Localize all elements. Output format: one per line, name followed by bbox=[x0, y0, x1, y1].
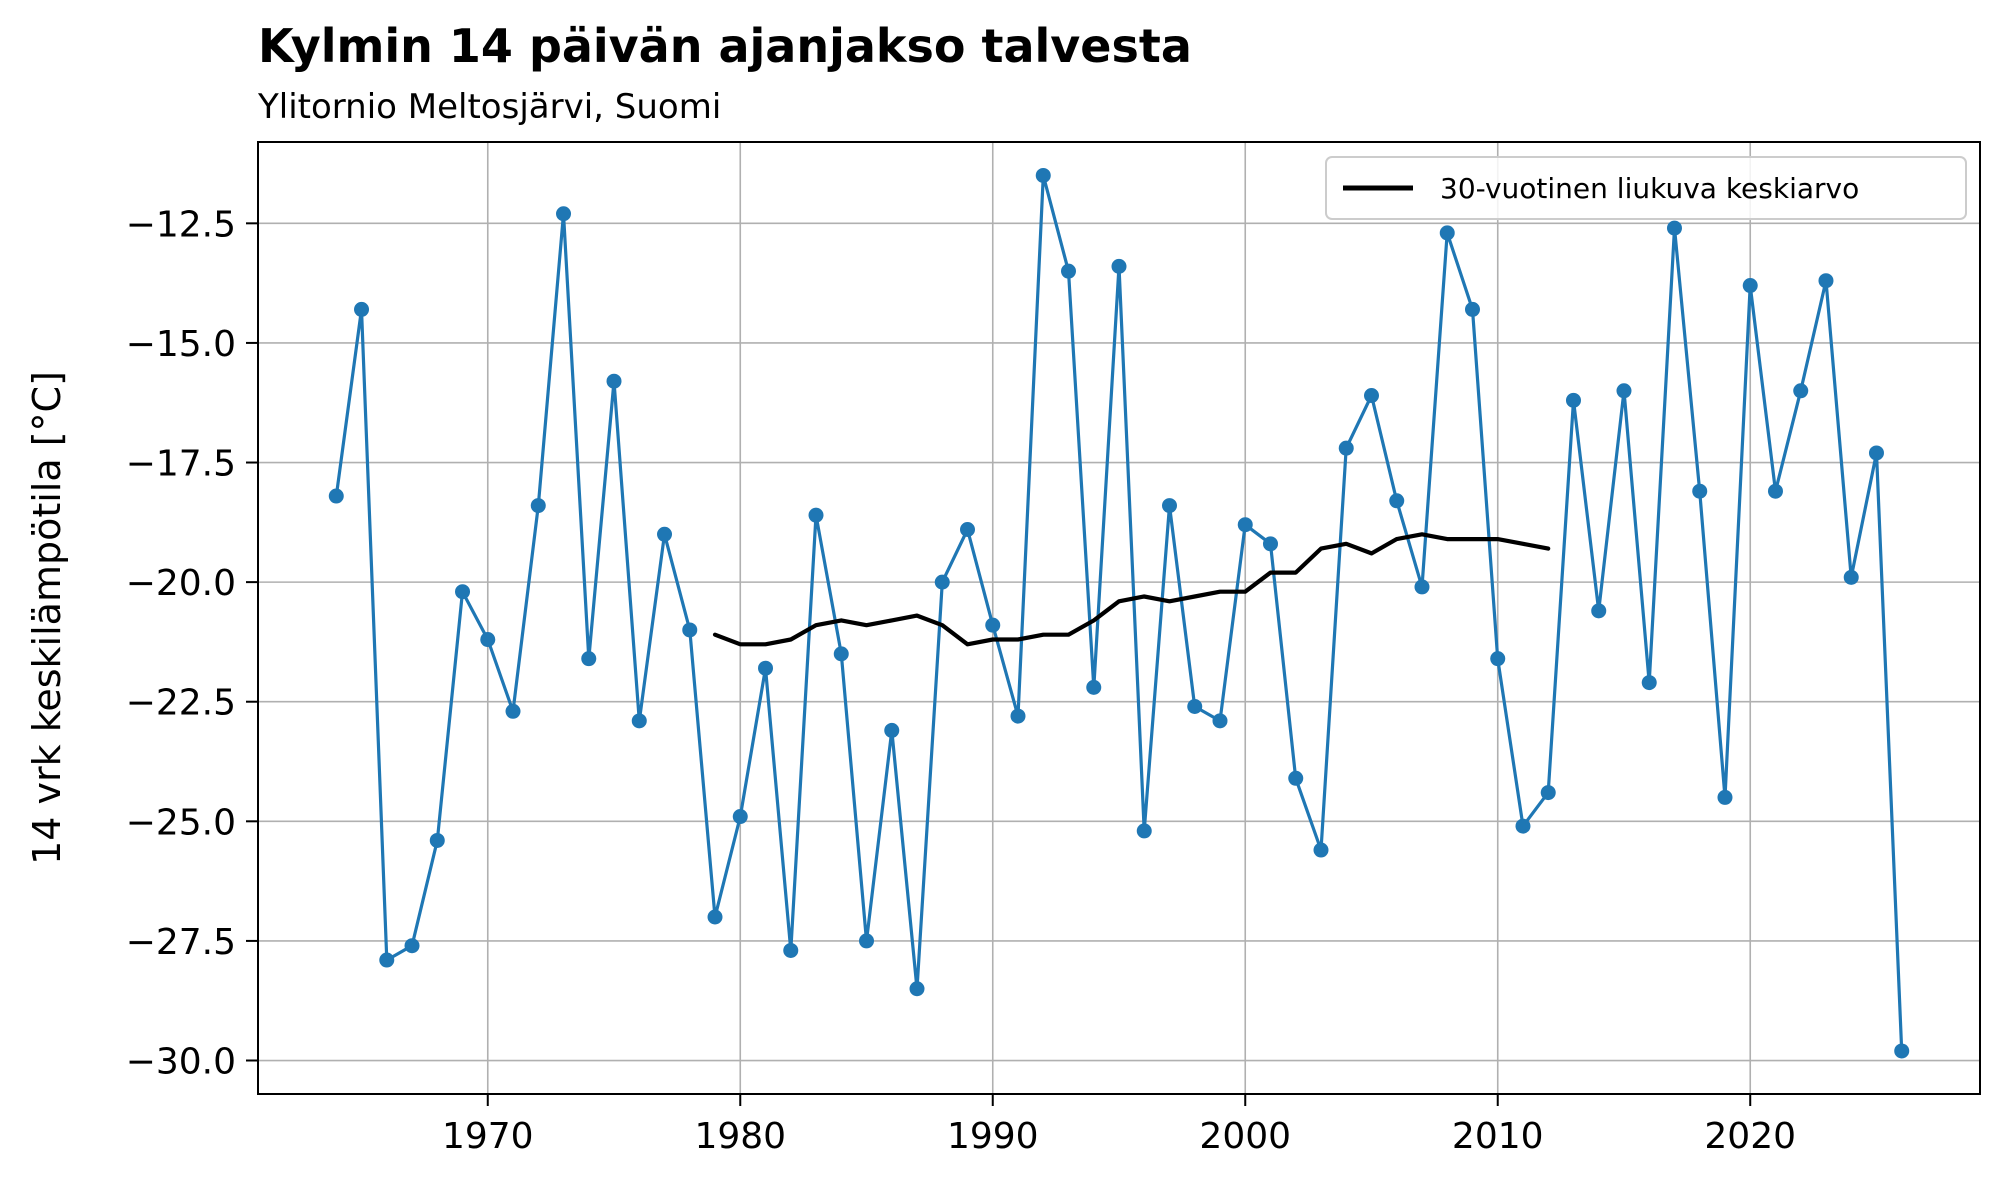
y-tick-label: −20.0 bbox=[126, 563, 236, 604]
data-point bbox=[1464, 301, 1480, 317]
data-point bbox=[429, 832, 445, 848]
x-tick-label: 2020 bbox=[1704, 1116, 1796, 1157]
plot-frame bbox=[257, 141, 1981, 1095]
data-point bbox=[758, 660, 774, 676]
data-point bbox=[833, 646, 849, 662]
series-layer bbox=[328, 167, 1910, 1059]
data-point bbox=[732, 809, 748, 825]
y-tick-label: −25.0 bbox=[126, 802, 236, 843]
x-tick-label: 2000 bbox=[1199, 1116, 1291, 1157]
data-point bbox=[682, 622, 698, 638]
data-point bbox=[1490, 651, 1506, 667]
data-point bbox=[1666, 220, 1682, 236]
data-point bbox=[1363, 388, 1379, 404]
data-point bbox=[1717, 789, 1733, 805]
data-point bbox=[556, 206, 572, 222]
data-point bbox=[354, 301, 370, 317]
data-point bbox=[909, 981, 925, 997]
data-point bbox=[1414, 579, 1430, 595]
data-point bbox=[1061, 263, 1077, 279]
data-point bbox=[884, 722, 900, 738]
data-point bbox=[1616, 383, 1632, 399]
x-tick-label: 1970 bbox=[442, 1116, 534, 1157]
data-point bbox=[530, 498, 546, 514]
y-tick-label: −12.5 bbox=[126, 204, 236, 245]
y-tick-label: −22.5 bbox=[126, 683, 236, 724]
data-point bbox=[808, 507, 824, 523]
y-tick-label: −30.0 bbox=[126, 1042, 236, 1083]
data-point bbox=[859, 933, 875, 949]
data-point bbox=[1086, 679, 1102, 695]
data-point bbox=[1136, 823, 1152, 839]
data-point bbox=[505, 703, 521, 719]
chart-subtitle: Ylitornio Meltosjärvi, Suomi bbox=[257, 87, 721, 127]
data-point bbox=[1389, 493, 1405, 509]
data-point bbox=[1742, 278, 1758, 294]
data-point bbox=[1793, 383, 1809, 399]
data-point bbox=[480, 632, 496, 648]
data-point bbox=[1641, 675, 1657, 691]
data-point bbox=[379, 952, 395, 968]
data-point bbox=[657, 526, 673, 542]
data-point bbox=[455, 584, 471, 600]
data-point bbox=[1010, 708, 1026, 724]
chart-title: Kylmin 14 päivän ajanjakso talvesta bbox=[258, 19, 1192, 73]
data-point bbox=[1692, 483, 1708, 499]
data-point bbox=[1515, 818, 1531, 834]
data-point bbox=[1187, 699, 1203, 715]
x-tick-label: 2010 bbox=[1452, 1116, 1544, 1157]
legend: 30-vuotinen liukuva keskiarvo bbox=[1325, 156, 1967, 220]
x-tick-label: 1990 bbox=[947, 1116, 1039, 1157]
data-point bbox=[1818, 273, 1834, 289]
data-point bbox=[1313, 842, 1329, 858]
data-point bbox=[1894, 1043, 1910, 1059]
data-point bbox=[1262, 536, 1278, 552]
data-point bbox=[1540, 785, 1556, 801]
data-point bbox=[934, 574, 950, 590]
data-point bbox=[1035, 167, 1051, 183]
ticks: 1970 1980 1990 2000 2010 2020 −12.5 −15.0 −17.5 −… bbox=[126, 204, 1796, 1157]
data-point bbox=[1843, 569, 1859, 585]
data-point bbox=[1338, 440, 1354, 456]
data-point bbox=[1767, 483, 1783, 499]
data-point bbox=[960, 521, 976, 537]
data-point bbox=[1868, 445, 1884, 461]
data-point bbox=[631, 713, 647, 729]
data-point bbox=[1212, 713, 1228, 729]
data-point bbox=[404, 938, 420, 954]
data-point bbox=[1161, 498, 1177, 514]
legend-label: 30-vuotinen liukuva keskiarvo bbox=[1440, 172, 1859, 205]
data-point bbox=[707, 909, 723, 925]
data-point bbox=[606, 373, 622, 389]
x-tick-label: 1980 bbox=[694, 1116, 786, 1157]
y-axis-label: 14 vrk keskilämpötila [°C] bbox=[25, 371, 69, 865]
y-tick-label: −17.5 bbox=[126, 444, 236, 485]
data-point bbox=[328, 488, 344, 504]
data-point bbox=[1439, 225, 1455, 241]
series-line-moving-average bbox=[712, 532, 1551, 647]
y-tick-label: −27.5 bbox=[126, 922, 236, 963]
data-point bbox=[1565, 392, 1581, 408]
data-point bbox=[1111, 258, 1127, 274]
data-point bbox=[1288, 770, 1304, 786]
data-point bbox=[783, 942, 799, 958]
data-point bbox=[1591, 603, 1607, 619]
data-point bbox=[1237, 517, 1253, 533]
legend-box bbox=[1325, 156, 1967, 220]
y-tick-label: −15.0 bbox=[126, 324, 236, 365]
data-point bbox=[985, 617, 1001, 633]
data-point bbox=[581, 651, 597, 667]
